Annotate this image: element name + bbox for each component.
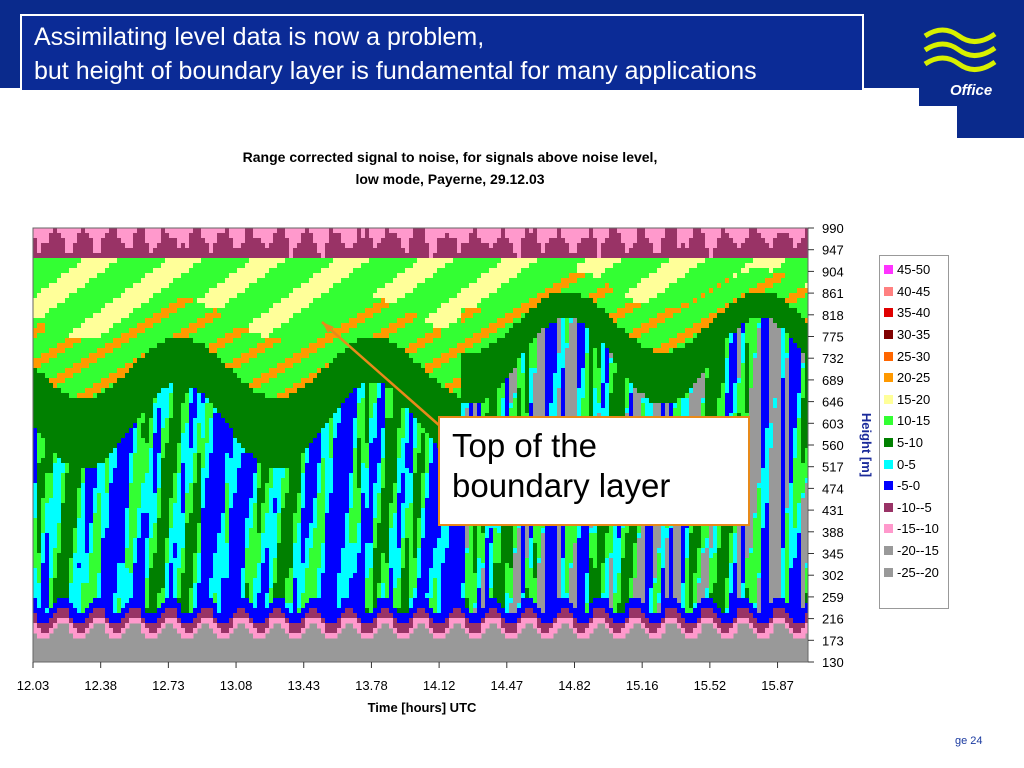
y-axis-label: Height [m] bbox=[859, 413, 874, 477]
x-tick-label: 13.78 bbox=[355, 678, 388, 693]
met-office-logo-icon bbox=[919, 22, 1001, 106]
legend-item: 0-5 bbox=[884, 453, 948, 475]
logo-text: Office bbox=[950, 82, 993, 99]
y-tick-label: 646 bbox=[822, 395, 844, 410]
legend-label: 5-10 bbox=[897, 435, 924, 451]
legend-label: 0-5 bbox=[897, 456, 916, 472]
x-tick-label: 15.16 bbox=[626, 678, 659, 693]
legend-swatch bbox=[884, 438, 893, 448]
x-tick-label: 13.43 bbox=[287, 678, 320, 693]
y-axis: 990 947 904 861 818 775 732 689 646 603 560 517 474 4… bbox=[808, 221, 844, 670]
x-axis-label: Time [hours] UTC bbox=[368, 700, 477, 715]
callout-line2: boundary layer bbox=[452, 467, 671, 504]
y-tick-label: 689 bbox=[822, 373, 844, 388]
legend-swatch bbox=[884, 286, 893, 296]
legend-swatch bbox=[884, 459, 893, 469]
legend-item: -15--10 bbox=[884, 518, 948, 540]
legend-item: 35-40 bbox=[884, 302, 948, 324]
y-tick-label: 861 bbox=[822, 286, 844, 301]
legend-label: -20--15 bbox=[897, 543, 939, 559]
legend-item: -25--20 bbox=[884, 561, 948, 583]
legend-item: 10-15 bbox=[884, 410, 948, 432]
y-tick-label: 517 bbox=[822, 460, 844, 475]
legend-swatch bbox=[884, 265, 893, 275]
x-tick-label: 12.03 bbox=[17, 678, 50, 693]
y-tick-label: 603 bbox=[822, 416, 844, 431]
legend-swatch bbox=[884, 524, 893, 534]
legend-swatch bbox=[884, 481, 893, 491]
x-tick-label: 14.12 bbox=[423, 678, 456, 693]
chart-title-line1: Range corrected signal to noise, for sig… bbox=[242, 149, 658, 165]
legend-label: 10-15 bbox=[897, 413, 931, 429]
legend-swatch bbox=[884, 308, 893, 318]
x-tick-label: 12.38 bbox=[84, 678, 117, 693]
y-tick-label: 775 bbox=[822, 330, 844, 345]
slide-title-line2: but height of boundary layer is fundamen… bbox=[34, 57, 757, 85]
y-tick-label: 560 bbox=[822, 438, 844, 453]
x-tick-label: 12.73 bbox=[152, 678, 185, 693]
legend-label: 45-50 bbox=[897, 262, 931, 278]
legend-label: -25--20 bbox=[897, 564, 939, 580]
y-tick-label: 474 bbox=[822, 481, 844, 496]
legend-item: -5-0 bbox=[884, 475, 948, 497]
x-tick-label: 13.08 bbox=[220, 678, 253, 693]
slide-title: Assimilating level data is now a problem… bbox=[20, 14, 864, 92]
legend-item: 25-30 bbox=[884, 345, 948, 367]
legend-label: 25-30 bbox=[897, 348, 931, 364]
legend-label: 35-40 bbox=[897, 305, 931, 321]
slide-title-line1: Assimilating level data is now a problem… bbox=[34, 23, 485, 51]
x-tick-label: 15.52 bbox=[694, 678, 727, 693]
y-tick-label: 345 bbox=[822, 547, 844, 562]
page-number: ge 24 bbox=[955, 735, 983, 747]
legend-item: -10--5 bbox=[884, 497, 948, 519]
legend: 45-50 40-45 35-40 30-35 25-30 20-25 15-20 10-15… bbox=[879, 255, 949, 609]
y-tick-label: 732 bbox=[822, 351, 844, 366]
legend-label: 15-20 bbox=[897, 391, 931, 407]
legend-label: 30-35 bbox=[897, 327, 931, 343]
legend-item: 30-35 bbox=[884, 324, 948, 346]
legend-item: 45-50 bbox=[884, 259, 948, 281]
callout-arrow bbox=[321, 321, 441, 427]
y-tick-label: 431 bbox=[822, 503, 844, 518]
x-axis: 12.03 12.38 12.73 13.08 13.43 13.78 14.12 14.47… bbox=[17, 662, 794, 693]
legend-swatch bbox=[884, 394, 893, 404]
chart-title: Range corrected signal to noise, for sig… bbox=[150, 146, 750, 190]
legend-label: -15--10 bbox=[897, 521, 939, 537]
legend-swatch bbox=[884, 373, 893, 383]
legend-swatch bbox=[884, 502, 893, 512]
legend-item: 40-45 bbox=[884, 281, 948, 303]
callout-arrowhead bbox=[322, 322, 334, 333]
boundary-layer-callout: Top of the boundary layer bbox=[438, 416, 750, 526]
x-tick-label: 14.47 bbox=[491, 678, 524, 693]
x-tick-label: 15.87 bbox=[761, 678, 794, 693]
chart-title-line2: low mode, Payerne, 29.12.03 bbox=[355, 171, 545, 187]
y-tick-label: 388 bbox=[822, 525, 844, 540]
y-tick-label: 173 bbox=[822, 633, 844, 648]
y-tick-label: 259 bbox=[822, 590, 844, 605]
y-tick-label: 990 bbox=[822, 221, 844, 236]
legend-swatch bbox=[884, 330, 893, 340]
y-tick-label: 818 bbox=[822, 308, 844, 323]
x-tick-label: 14.82 bbox=[558, 678, 591, 693]
legend-swatch bbox=[884, 546, 893, 556]
legend-swatch bbox=[884, 416, 893, 426]
y-tick-label: 216 bbox=[822, 612, 844, 627]
legend-label: -5-0 bbox=[897, 478, 921, 494]
legend-label: 40-45 bbox=[897, 283, 931, 299]
legend-item: 5-10 bbox=[884, 432, 948, 454]
legend-label: 20-25 bbox=[897, 370, 931, 386]
legend-swatch bbox=[884, 351, 893, 361]
callout-line1: Top of the bbox=[452, 427, 597, 464]
legend-swatch bbox=[884, 567, 893, 577]
legend-item: -20--15 bbox=[884, 540, 948, 562]
y-tick-label: 904 bbox=[822, 264, 844, 279]
y-tick-label: 130 bbox=[822, 655, 844, 670]
legend-item: 20-25 bbox=[884, 367, 948, 389]
legend-label: -10--5 bbox=[897, 499, 932, 515]
y-tick-label: 947 bbox=[822, 243, 844, 258]
y-tick-label: 302 bbox=[822, 568, 844, 583]
legend-item: 15-20 bbox=[884, 389, 948, 411]
